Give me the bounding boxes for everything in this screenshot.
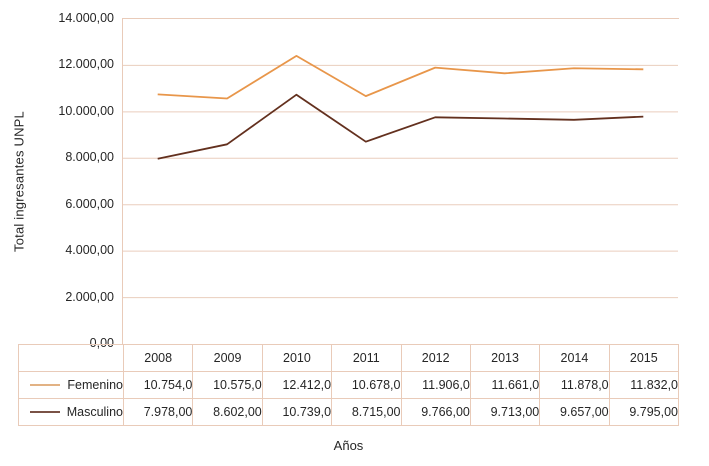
y-tick-label: 6.000,00 <box>65 196 114 211</box>
value-cell: 11.878,0 <box>539 371 610 399</box>
year-cell: 2008 <box>122 344 194 372</box>
value-cell: 11.906,0 <box>400 371 471 399</box>
value-cell: 9.713,00 <box>469 398 541 426</box>
y-tick-label: 12.000,00 <box>58 57 114 72</box>
y-tick-label: 14.000,00 <box>58 11 114 25</box>
x-axis-title: Años <box>333 438 364 453</box>
value-cell: 8.602,00 <box>192 398 263 426</box>
year-cell: 2013 <box>469 344 541 372</box>
table-corner-cell <box>18 344 124 372</box>
value-cell: 9.766,00 <box>400 398 471 426</box>
data-table: 2008 2009 2010 2011 2012 2013 2014 2015 Femenino… <box>18 344 680 426</box>
value-cell: 10.575,0 <box>192 371 263 399</box>
year-cell: 2011 <box>331 344 402 372</box>
value-cell: 8.715,00 <box>331 398 402 426</box>
table-row-years: 2008 2009 2010 2011 2012 2013 2014 2015 <box>18 344 680 372</box>
table-row-femenino: Femenino 10.754,0 10.575,0 12.412,0 10.678,0… <box>18 371 680 399</box>
value-cell: 10.739,0 <box>261 398 333 426</box>
value-cell: 9.795,00 <box>608 398 680 426</box>
y-tick-label: 2.000,00 <box>65 289 114 304</box>
year-cell: 2012 <box>400 344 471 372</box>
line-chart <box>123 54 678 299</box>
year-cell: 2015 <box>608 344 680 372</box>
year-cell: 2010 <box>261 344 333 372</box>
value-cell: 10.754,0 <box>122 371 194 399</box>
value-cell: 7.978,00 <box>122 398 194 426</box>
legend-line-swatch <box>30 383 61 386</box>
value-cell: 11.661,0 <box>469 371 541 399</box>
y-tick-label: 8.000,00 <box>65 150 114 165</box>
y-tick-label: 10.000,00 <box>58 103 114 118</box>
y-tick-label: 4.000,00 <box>65 243 114 258</box>
value-cell: 11.832,0 <box>608 371 680 399</box>
legend-label: Femenino <box>67 378 123 392</box>
series-line-masculino <box>157 93 644 160</box>
plot-area <box>122 18 679 345</box>
legend-line-swatch <box>29 410 60 413</box>
year-cell: 2014 <box>539 344 610 372</box>
legend-label: Masculino <box>66 405 123 419</box>
table-row-masculino: Masculino 7.978,00 8.602,00 10.739,0 8.715,0… <box>18 398 680 426</box>
year-cell: 2009 <box>192 344 263 372</box>
y-axis-tick-labels: 14.000,00 12.000,00 10.000,00 8.000,00 6.000… <box>0 11 114 350</box>
legend-cell: Masculino <box>18 398 124 426</box>
value-cell: 9.657,00 <box>539 398 610 426</box>
value-cell: 10.678,0 <box>331 371 402 399</box>
value-cell: 12.412,0 <box>261 371 333 399</box>
series-line-femenino <box>157 54 644 100</box>
legend-cell: Femenino <box>18 371 124 399</box>
